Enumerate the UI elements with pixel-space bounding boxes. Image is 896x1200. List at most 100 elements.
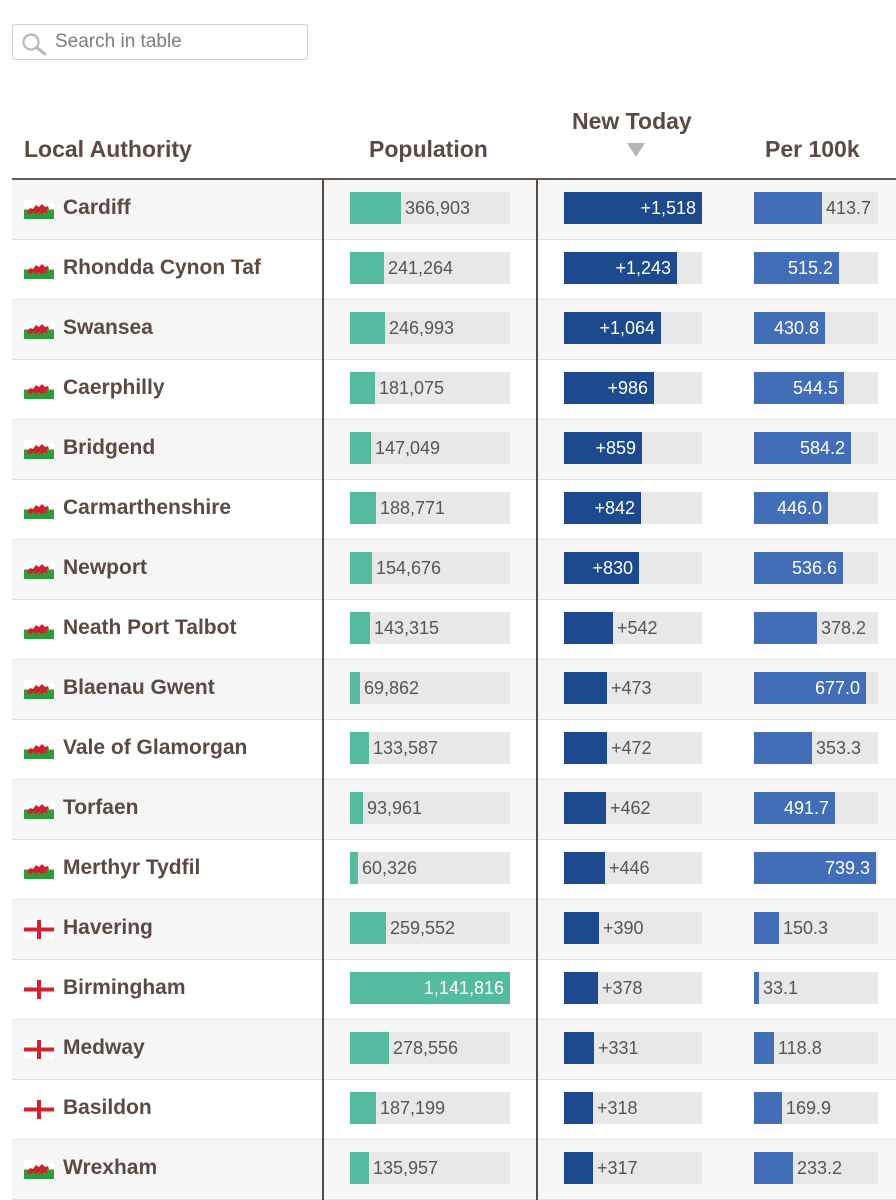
authority-name: Swansea <box>63 316 153 339</box>
table-row[interactable]: Wrexham 135,957 +317 233.2 <box>12 1140 896 1200</box>
table-row[interactable]: Caerphilly 181,075 +986 544.5 <box>12 360 896 420</box>
table-row[interactable]: Vale of Glamorgan 133,587 +472 353.3 <box>12 720 896 780</box>
per-bar-fill <box>754 1032 774 1064</box>
authority-name: Vale of Glamorgan <box>63 736 248 759</box>
table-row[interactable]: Rhondda Cynon Taf 241,264 +1,243 515.2 <box>12 240 896 300</box>
pop-bar-fill <box>350 552 372 584</box>
pop-value: 93,961 <box>367 798 423 818</box>
per-bar-fill <box>754 912 779 944</box>
authority-name: Basildon <box>63 1096 152 1119</box>
per-bar-fill <box>754 1152 793 1184</box>
pop-bar: 60,326 <box>350 852 510 884</box>
header-local-authority[interactable]: Local Authority <box>24 136 192 162</box>
per-bar: 584.2 <box>754 432 878 464</box>
wales-flag-icon <box>24 620 54 639</box>
sort-descending-icon[interactable] <box>627 143 645 157</box>
table-row[interactable]: Havering 259,552 +390 150.3 <box>12 900 896 960</box>
new-bar: +986 <box>564 372 702 404</box>
new-bar: +1,064 <box>564 312 702 344</box>
search-input[interactable] <box>55 26 295 58</box>
per-value: 739.3 <box>824 858 870 878</box>
table-row[interactable]: Blaenau Gwent 69,862 +473 677.0 <box>12 660 896 720</box>
new-bar: +390 <box>564 912 702 944</box>
per-bar-fill <box>754 612 817 644</box>
pop-bar-fill <box>350 792 363 824</box>
table-row[interactable]: Bridgend 147,049 +859 584.2 <box>12 420 896 480</box>
per-bar: 536.6 <box>754 552 878 584</box>
wales-flag-icon <box>24 200 54 219</box>
authority-name: Carmarthenshire <box>63 496 232 519</box>
authority-name: Newport <box>63 556 147 579</box>
new-bar-fill <box>564 792 606 824</box>
wales-flag-icon <box>24 560 54 579</box>
per-bar-fill <box>754 372 844 404</box>
pop-bar-fill <box>350 252 384 284</box>
wales-flag-icon <box>24 320 54 339</box>
new-value: +318 <box>597 1098 638 1118</box>
header-per-100k[interactable]: Per 100k <box>765 136 860 162</box>
table-body: Cardiff 366,903 +1,518 413.7 Rhondda Cynon T… <box>12 180 896 1200</box>
per-bar-fill <box>754 972 759 1004</box>
per-bar: 413.7 <box>754 192 878 224</box>
wales-flag-icon <box>24 260 54 279</box>
pop-bar-fill <box>350 492 376 524</box>
new-bar-fill <box>564 972 598 1004</box>
authority-name: Caerphilly <box>63 376 165 399</box>
pop-bar-fill <box>350 852 358 884</box>
new-bar: +859 <box>564 432 702 464</box>
new-bar-fill <box>564 912 599 944</box>
per-bar: 378.2 <box>754 612 878 644</box>
table-row[interactable]: Basildon 187,199 +318 169.9 <box>12 1080 896 1140</box>
table-row[interactable]: Medway 278,556 +331 118.8 <box>12 1020 896 1080</box>
per-bar-fill <box>754 252 839 284</box>
table-row[interactable]: Merthyr Tydfil 60,326 +446 739.3 <box>12 840 896 900</box>
pop-value: 366,903 <box>405 198 471 218</box>
authority-name: Bridgend <box>63 436 156 459</box>
per-bar-fill <box>754 192 822 224</box>
header-population[interactable]: Population <box>369 136 488 162</box>
table-row[interactable]: Swansea 246,993 +1,064 430.8 <box>12 300 896 360</box>
authority-name: Wrexham <box>63 1156 158 1179</box>
new-value: +462 <box>610 798 651 818</box>
pop-bar: 366,903 <box>350 192 510 224</box>
per-bar: 515.2 <box>754 252 878 284</box>
pop-bar: 93,961 <box>350 792 510 824</box>
new-bar-fill <box>564 1032 594 1064</box>
table-row[interactable]: Neath Port Talbot 143,315 +542 378.2 <box>12 600 896 660</box>
per-bar: 430.8 <box>754 312 878 344</box>
wales-flag-icon <box>24 740 54 759</box>
new-bar: +331 <box>564 1032 702 1064</box>
new-bar: +1,518 <box>564 192 702 224</box>
column-divider <box>322 180 324 1200</box>
new-bar: +378 <box>564 972 702 1004</box>
header-new-today[interactable]: New Today <box>572 108 692 134</box>
england-flag-icon <box>24 980 54 999</box>
authority-name: Cardiff <box>63 196 131 219</box>
pop-bar: 241,264 <box>350 252 510 284</box>
wales-flag-icon <box>24 800 54 819</box>
pop-bar: 246,993 <box>350 312 510 344</box>
per-value: 33.1 <box>763 978 799 998</box>
table-row[interactable]: Cardiff 366,903 +1,518 413.7 <box>12 180 896 240</box>
pop-bar: 133,587 <box>350 732 510 764</box>
table-row[interactable]: Torfaen 93,961 +462 491.7 <box>12 780 896 840</box>
new-bar: +446 <box>564 852 702 884</box>
table-row[interactable]: Newport 154,676 +830 536.6 <box>12 540 896 600</box>
new-value: +542 <box>617 618 658 638</box>
new-value: +446 <box>609 858 650 878</box>
table-row[interactable]: Birmingham 1,141,816 +378 33.1 <box>12 960 896 1020</box>
per-value: 150.3 <box>783 918 829 938</box>
new-bar: +473 <box>564 672 702 704</box>
new-value: +830 <box>592 558 633 578</box>
per-value: 446.0 <box>776 498 822 518</box>
wales-flag-icon <box>24 380 54 399</box>
search-box[interactable] <box>12 24 308 60</box>
new-bar-fill <box>564 852 605 884</box>
pop-bar-fill <box>350 432 371 464</box>
per-bar: 169.9 <box>754 1092 878 1124</box>
new-value: +390 <box>603 918 644 938</box>
table-row[interactable]: Carmarthenshire 188,771 +842 446.0 <box>12 480 896 540</box>
per-bar: 446.0 <box>754 492 878 524</box>
per-value: 413.7 <box>826 198 872 218</box>
new-bar-fill <box>564 1092 593 1124</box>
